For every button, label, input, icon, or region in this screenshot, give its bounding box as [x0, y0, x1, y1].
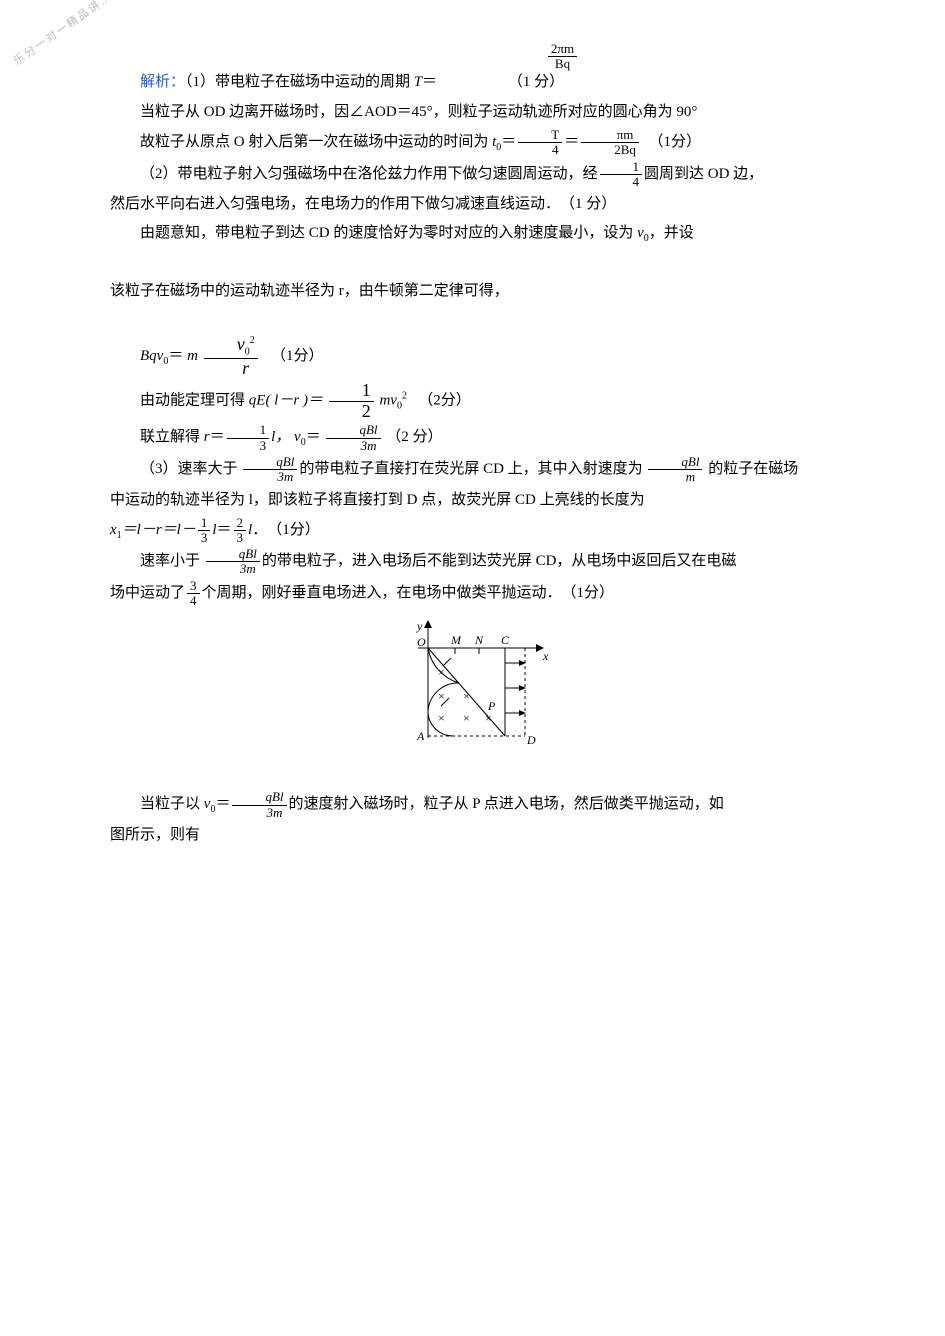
- diagram-label-P: P: [487, 699, 496, 713]
- line-15: 场中运动了34个周期，刚好垂直电场进入，在电场中做类平抛运动． （1分）: [110, 579, 835, 609]
- line-17: 图所示，则有: [110, 822, 835, 849]
- svg-text:×: ×: [485, 711, 492, 725]
- line-2: 当粒子从 OD 边离开磁场时，因∠AOD＝45°，则粒子运动轨迹所对应的圆心角为…: [110, 99, 835, 126]
- line-16: 当粒子以 v0＝qBl3m的速度射入磁场时，粒子从 P 点进入电场，然后做类平抛…: [110, 790, 835, 820]
- line-9: 由动能定理可得 qE( l－r )＝ 12 mv02 （2分）: [110, 381, 835, 422]
- line-4: （2）带电粒子射入匀强磁场中在洛伦兹力作用下做匀速圆周运动，经14圆周到达 OD…: [110, 160, 835, 190]
- line-6: 由题意知，带电粒子到达 CD 的速度恰好为零时对应的入射速度最小，设为 v0，并…: [110, 220, 835, 248]
- diagram-label-x: x: [542, 649, 549, 663]
- line-12: 中运动的轨迹半径为 l，即该粒子将直接打到 D 点，故荧光屏 CD 上亮线的长度…: [110, 487, 835, 514]
- line-14: 速率小于 qBl3m的带电粒子，进入电场后不能到达荧光屏 CD，从电场中返回后又…: [110, 547, 835, 577]
- svg-text:×: ×: [438, 689, 445, 703]
- line-5: 然后水平向右进入匀强电场，在电场力的作用下做匀减速直线运动． （1 分）: [110, 191, 835, 218]
- watermark-text: 乐分一对一精品讲…: [10, 0, 117, 72]
- spacer-2: [110, 307, 835, 333]
- line-13: x1＝l－r＝l－13l＝23l． （1分）: [110, 516, 835, 546]
- line-7: 该粒子在磁场中的运动轨迹半径为 r，由牛顿第二定律可得，: [110, 278, 835, 305]
- diagram-figure: y x O M N C A D × × × × × × P: [110, 618, 835, 778]
- svg-text:×: ×: [463, 689, 470, 703]
- diagram-label-M: M: [450, 633, 462, 647]
- svg-text:×: ×: [438, 665, 445, 679]
- diagram-label-O: O: [417, 635, 426, 649]
- line-10: 联立解得 r＝13l， v0＝ qBl3m （2 分）: [110, 423, 835, 453]
- diagram-label-N: N: [474, 633, 484, 647]
- svg-text:×: ×: [438, 711, 445, 725]
- diagram-label-C: C: [501, 633, 510, 647]
- line-3: 故粒子从原点 O 射入后第一次在磁场中运动的时间为 t0＝T4＝πm2Bq （1…: [110, 128, 835, 158]
- label-analysis: 解析：: [140, 74, 185, 90]
- line-11: （3）速率大于 qBl3m的带电粒子直接打在荧光屏 CD 上，其中入射速度为 q…: [110, 455, 835, 485]
- diagram-label-A: A: [416, 729, 425, 743]
- diagram-label-y: y: [416, 619, 423, 633]
- svg-text:×: ×: [463, 711, 470, 725]
- diagram-label-D: D: [526, 733, 536, 747]
- spacer: [110, 250, 835, 276]
- line-1: 解析：（1）带电粒子在磁场中运动的周期 T＝ 2πmBq （1 分）: [110, 68, 835, 98]
- eq-bqv0: Bqv0＝ m v02 r （1分）: [110, 335, 835, 378]
